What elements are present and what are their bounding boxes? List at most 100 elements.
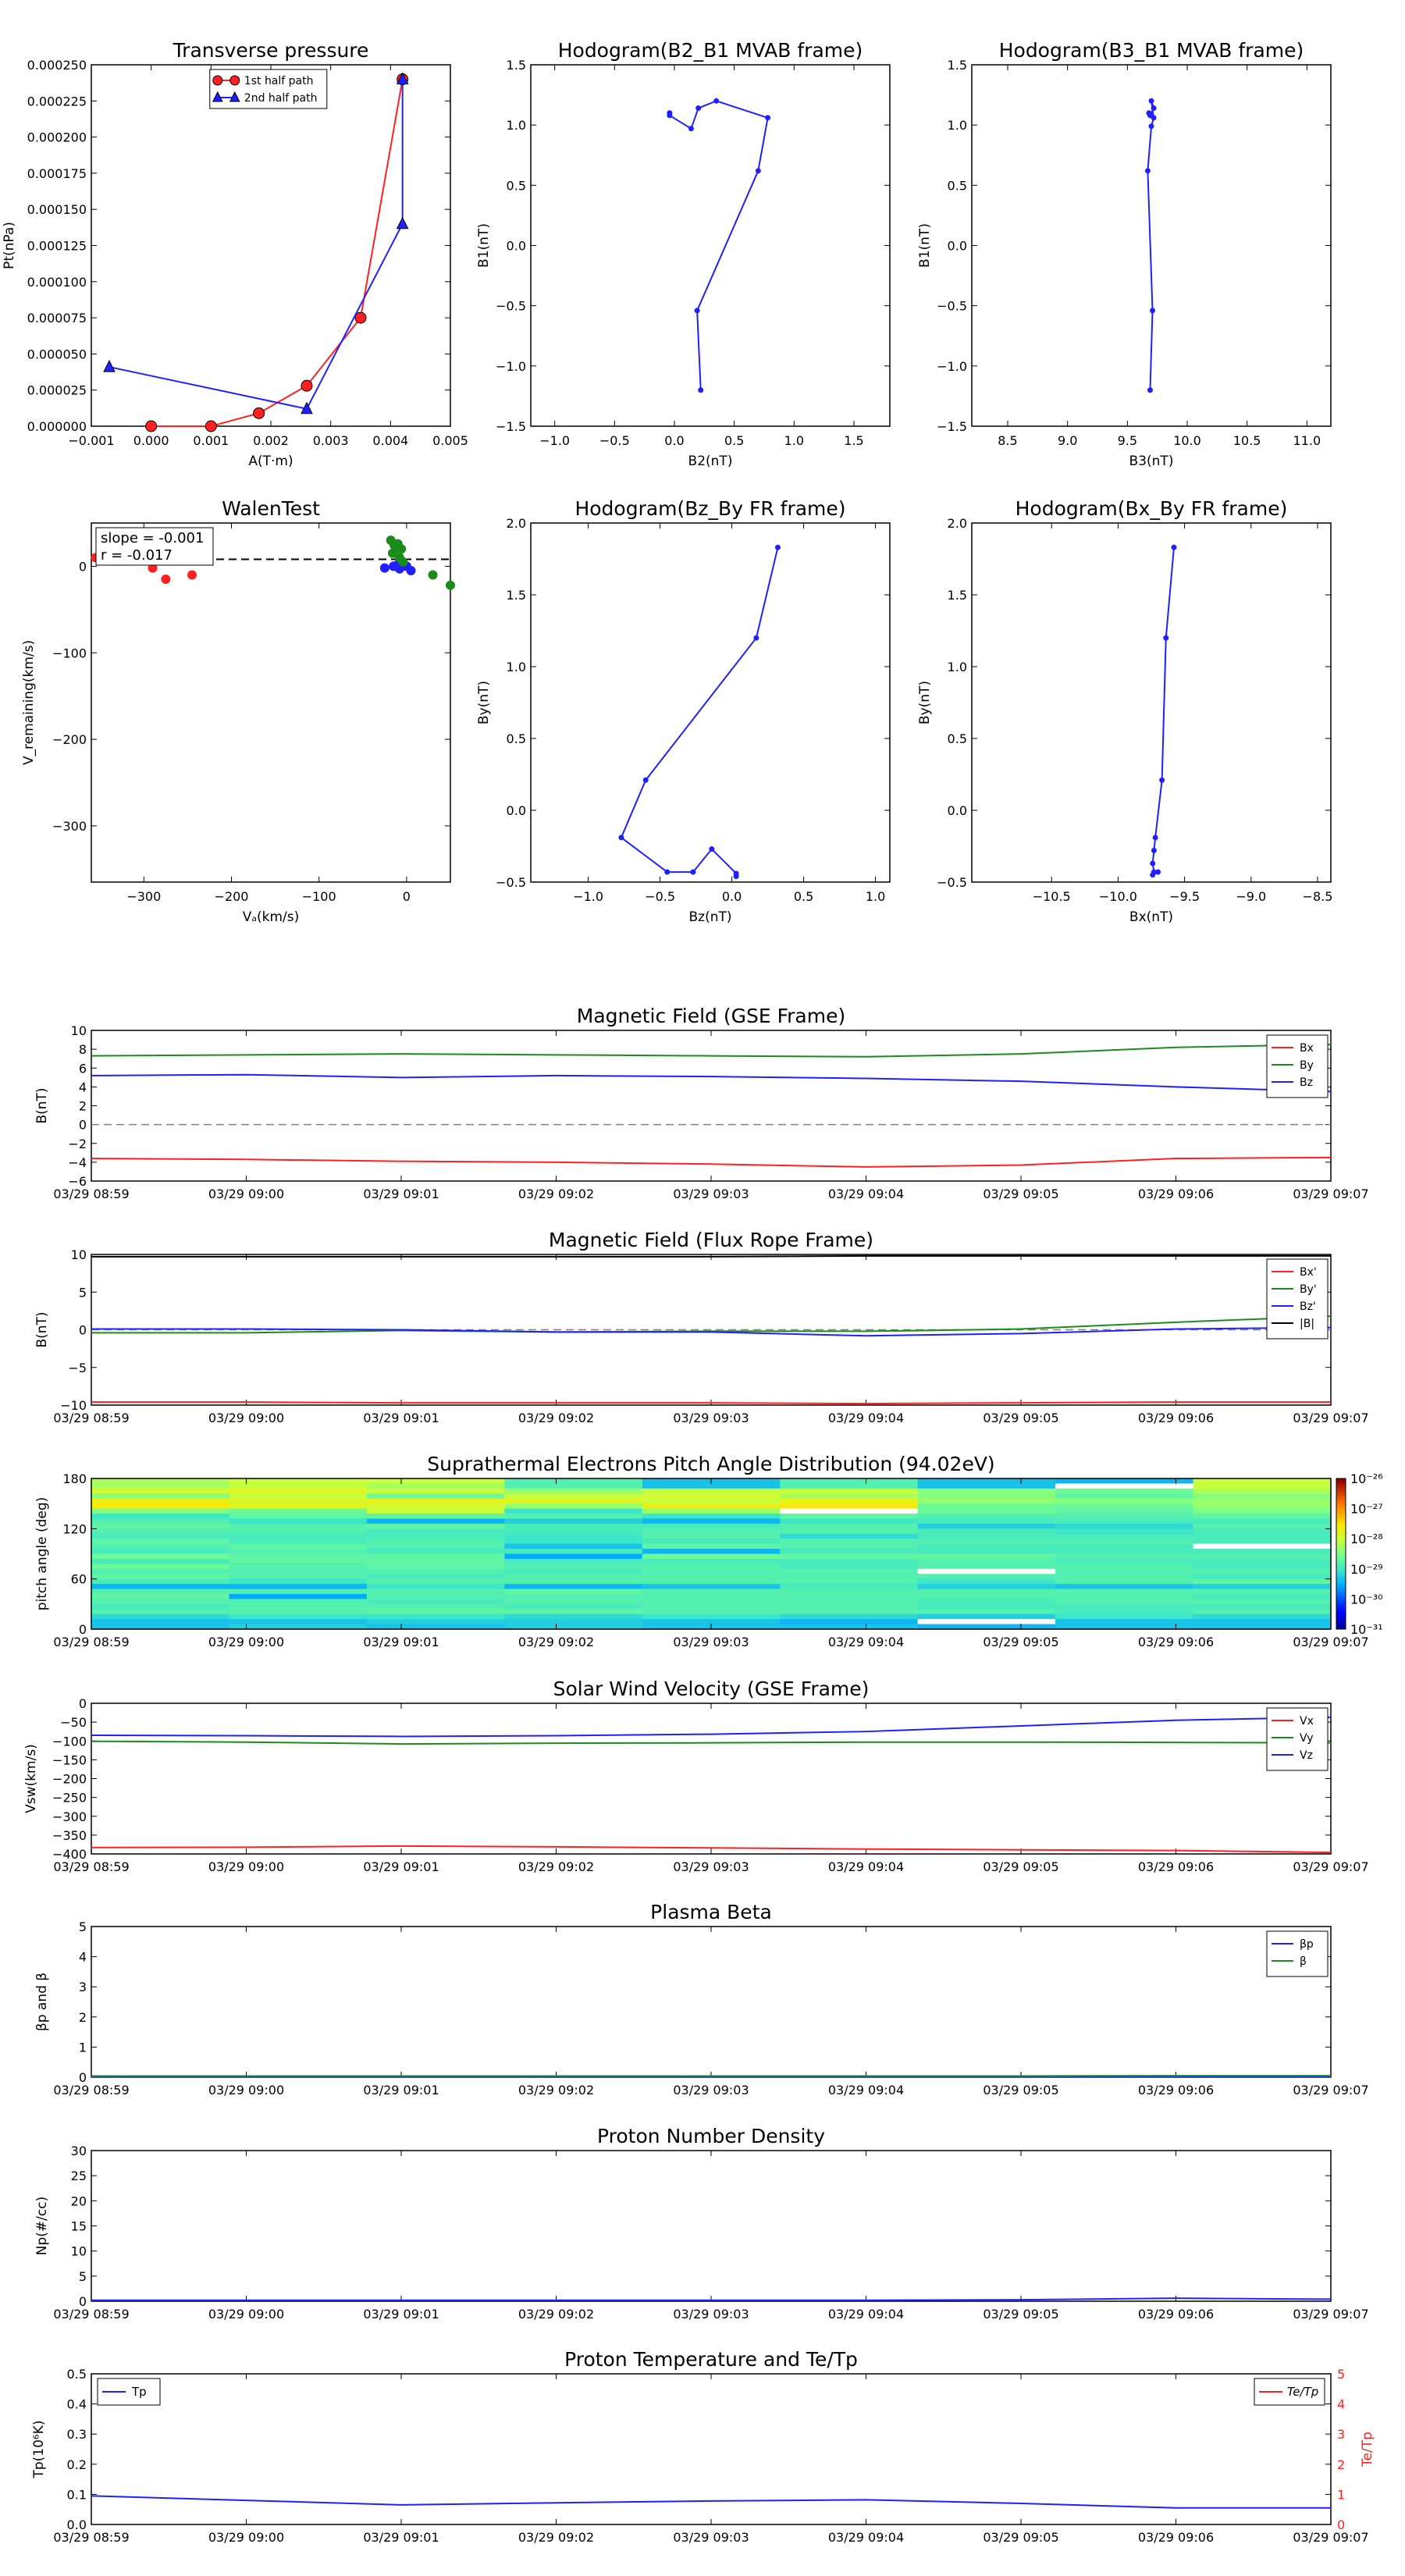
x-tick-label: 03/29 09:03 — [673, 2530, 749, 2545]
chart-walen-test: WalenTest −300 −200 −100 0 V_remaining(km/s) V… — [21, 497, 455, 925]
heatmap-cell — [91, 1614, 230, 1620]
chart-plasma-beta: Plasma Beta 0 1 2 3 4 5 βp and β 03/29 08:59 03/2… — [34, 1901, 1369, 2097]
colorbar-segment — [1336, 1599, 1346, 1603]
data-point — [205, 420, 217, 432]
x-axis-label: B3(nT) — [1129, 454, 1174, 469]
scatter-point — [406, 565, 416, 575]
heatmap-cell — [780, 1568, 919, 1574]
heatmap-cell — [917, 1619, 1056, 1625]
heatmap-cell — [780, 1584, 919, 1590]
chart-title: Magnetic Field (Flux Rope Frame) — [549, 1229, 873, 1251]
colorbar-segment — [1336, 1621, 1346, 1625]
series-line-0 — [1151, 547, 1175, 877]
y-axis-label: Pt(nPa) — [2, 222, 17, 269]
y-axis-label: B1(nT) — [917, 223, 933, 268]
y-tick-label: 0.000175 — [27, 166, 87, 181]
x-tick-label: 0.5 — [794, 889, 813, 904]
x-tick-label: 03/29 09:07 — [1293, 1187, 1368, 1201]
chart-title: Suprathermal Electrons Pitch Angle Distr… — [427, 1453, 994, 1475]
heatmap-cell — [91, 1498, 230, 1504]
scatter-point — [148, 563, 158, 573]
heatmap-cell — [642, 1488, 781, 1494]
x-tick-label: −1.0 — [573, 889, 603, 904]
heatmap-cell — [780, 1624, 919, 1630]
colorbar-segment — [1336, 1561, 1346, 1564]
x-tick-label: 03/29 09:02 — [518, 2530, 594, 2545]
heatmap-cell — [91, 1523, 230, 1529]
heatmap-cell — [504, 1488, 643, 1494]
y-right-tick-label: 0 — [1337, 2517, 1345, 2532]
series-line-3 — [91, 1254, 1331, 1258]
heatmap-cell — [917, 1578, 1056, 1585]
y-tick-label: 0 — [79, 1323, 87, 1338]
legend-box — [1266, 1034, 1329, 1098]
y-tick-label: 4 — [79, 1950, 87, 1965]
colorbar-label: 10⁻³¹ — [1350, 1622, 1383, 1637]
x-tick-label: 03/29 09:07 — [1293, 2530, 1368, 2545]
y-tick-label: 0.000075 — [27, 311, 87, 326]
heatmap-cell — [229, 1578, 368, 1585]
y-tick-label: 0.000200 — [27, 130, 87, 145]
heatmap-cell — [504, 1528, 643, 1535]
plot-frame — [91, 522, 451, 883]
x-tick-label: 0.002 — [253, 433, 289, 448]
heatmap-cell — [504, 1614, 643, 1620]
x-tick-label: 03/29 09:06 — [1138, 1411, 1214, 1425]
colorbar-segment — [1336, 1576, 1346, 1580]
data-point — [709, 846, 715, 852]
heatmap-cell — [780, 1603, 919, 1610]
data-point — [642, 777, 649, 783]
y-tick-label: −4 — [68, 1155, 87, 1170]
heatmap-cell — [780, 1619, 919, 1625]
x-tick-label: 03/29 09:05 — [983, 1859, 1058, 1874]
y-tick-label: −5 — [68, 1361, 87, 1375]
heatmap-cell — [366, 1523, 505, 1529]
heatmap-cell — [780, 1574, 919, 1580]
colorbar-frame — [1336, 1478, 1346, 1630]
y-tick-label: 1 — [79, 2040, 87, 2055]
colorbar-segment — [1336, 1506, 1346, 1510]
series-line-1 — [91, 1740, 1332, 1745]
heatmap-cell — [1193, 1568, 1332, 1574]
y-tick-label: 1.0 — [507, 118, 526, 133]
legend-label: |B| — [1300, 1318, 1314, 1330]
y-tick-label: −1.0 — [496, 359, 526, 374]
legend-marker — [229, 91, 240, 102]
scatter-point — [187, 570, 197, 580]
heatmap-cell — [91, 1599, 230, 1605]
y-tick-label: 0.2 — [67, 2457, 87, 2472]
heatmap-cell — [1193, 1564, 1332, 1570]
x-tick-label: 03/29 09:01 — [363, 1859, 439, 1874]
data-point — [1151, 848, 1157, 854]
x-tick-label: 03/29 09:06 — [1138, 1859, 1214, 1874]
scatter-point — [398, 557, 408, 567]
heatmap-cell — [917, 1508, 1056, 1514]
y-axis-label: Np(#/cc) — [34, 2197, 50, 2255]
legend-label: Vz — [1300, 1749, 1313, 1762]
x-tick-label: −10.5 — [1033, 889, 1071, 904]
x-tick-label: 0.004 — [372, 433, 408, 448]
heatmap-cell — [917, 1558, 1056, 1564]
heatmap-cell — [366, 1614, 505, 1620]
heatmap-cell — [91, 1488, 230, 1494]
heatmap-cell — [1193, 1603, 1332, 1610]
colorbar-segment — [1336, 1485, 1346, 1489]
chart-proton-density: Proton Number Density 0 5 10 15 20 25 30 Np(#/cc… — [34, 2125, 1369, 2322]
heatmap-cell — [229, 1564, 368, 1570]
y-right-axis-label: Te/Tp — [1360, 2432, 1375, 2467]
y-right-tick-label: 3 — [1337, 2427, 1345, 2442]
heatmap-cell — [504, 1549, 643, 1555]
heatmap-cell — [229, 1549, 368, 1555]
x-tick-label: 03/29 09:03 — [673, 1411, 749, 1425]
heatmap-cell — [91, 1543, 230, 1550]
data-point — [690, 869, 696, 875]
x-tick-label: 03/29 09:03 — [673, 1635, 749, 1649]
data-point — [1159, 777, 1165, 783]
heatmap-cell — [780, 1593, 919, 1599]
y-axis-label: Tp(10⁶K) — [31, 2420, 47, 2478]
data-point — [755, 168, 761, 174]
x-tick-label: 10.5 — [1233, 433, 1261, 448]
colorbar-segment — [1336, 1566, 1346, 1570]
y-tick-label: 1.0 — [507, 660, 526, 674]
heatmap-cell — [1193, 1584, 1332, 1590]
